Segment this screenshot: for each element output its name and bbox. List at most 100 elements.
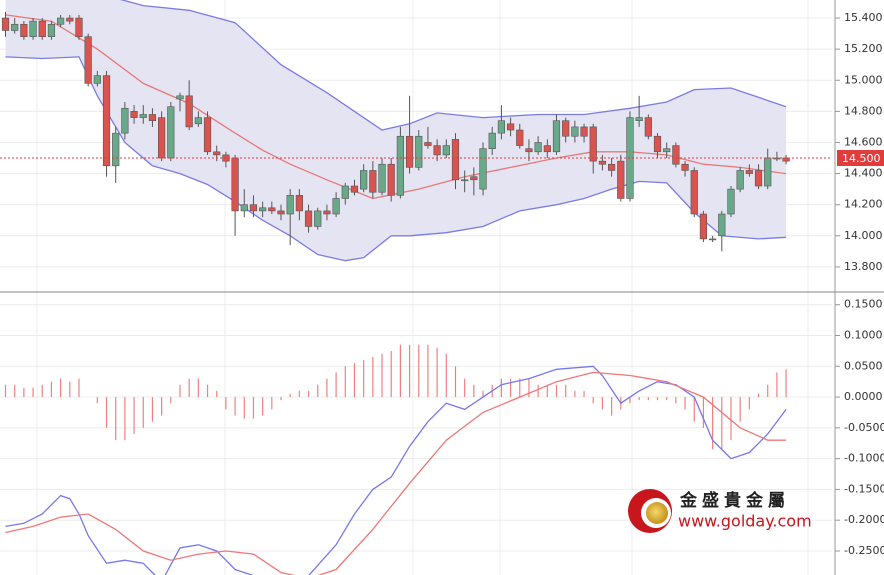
- y-tick-label: 15.000: [844, 73, 883, 86]
- candle-body: [644, 117, 652, 137]
- candle-body: [268, 207, 276, 212]
- price-panel: [0, 0, 832, 268]
- candle-body: [314, 210, 322, 227]
- candle-body: [167, 106, 175, 159]
- logo-url: www.golday.com: [678, 512, 812, 531]
- candle-body: [433, 145, 441, 156]
- candle-body: [672, 145, 680, 165]
- candle-body: [451, 139, 460, 181]
- candle-body: [405, 135, 414, 168]
- candle-body: [47, 23, 56, 38]
- y-tick-label: 0.1000: [844, 328, 883, 341]
- candle-body: [607, 163, 616, 171]
- candle-body: [635, 117, 643, 121]
- candle-body: [525, 148, 533, 153]
- candle-body: [497, 120, 506, 134]
- candle-body: [543, 145, 551, 153]
- candle-body: [580, 126, 588, 137]
- y-tick-label: 14.600: [844, 135, 883, 148]
- candle-body: [736, 170, 744, 190]
- indicator-line: [5, 14, 787, 200]
- candle-body: [93, 75, 101, 84]
- candle-body: [516, 129, 524, 146]
- y-tick-label: -0.1500: [844, 482, 884, 495]
- indicator-line: [5, 56, 787, 262]
- indicator-line: [5, 365, 787, 575]
- candle-body: [277, 210, 285, 215]
- candle-body: [57, 17, 65, 25]
- candle-body: [286, 195, 294, 215]
- candle-body: [75, 17, 83, 38]
- candle-body: [396, 135, 404, 196]
- candle-body: [562, 120, 570, 137]
- candle-body: [653, 135, 662, 153]
- y-tick-label: 14.000: [844, 229, 883, 242]
- candle-body: [754, 170, 763, 187]
- candle-body: [718, 213, 726, 237]
- candle-body: [699, 213, 708, 240]
- candle-body: [249, 204, 258, 212]
- indicator-line: [120, 0, 787, 131]
- candle-body: [29, 20, 37, 38]
- candle-body: [341, 185, 349, 199]
- indicator-line: [5, 371, 787, 575]
- candle-body: [745, 170, 753, 174]
- candle-body: [1, 17, 10, 31]
- candle-body: [488, 132, 496, 149]
- candle-body: [709, 238, 717, 241]
- candle-body: [663, 148, 671, 153]
- candle-body: [727, 188, 735, 215]
- y-tick-label: -0.0500: [844, 421, 884, 434]
- y-tick-label: 14.200: [844, 198, 883, 211]
- candle-body: [369, 170, 377, 193]
- candle-body: [442, 145, 450, 156]
- candle-body: [552, 120, 561, 153]
- candle-body: [378, 163, 386, 193]
- candle-body: [360, 170, 368, 190]
- candle-body: [102, 75, 111, 167]
- y-tick-label: 14.400: [844, 167, 883, 180]
- candle-body: [424, 142, 432, 146]
- candle-body: [112, 132, 120, 167]
- candle-body: [130, 111, 138, 118]
- candle-body: [203, 117, 212, 153]
- candle-body: [11, 23, 19, 31]
- logo-name: 金盛貴金屬: [679, 490, 790, 511]
- candle-body: [350, 185, 359, 193]
- y-tick-label: 13.800: [844, 260, 883, 273]
- y-tick-label: 0.0000: [844, 390, 883, 403]
- candle-body: [506, 123, 515, 131]
- y-tick-label: 15.200: [844, 42, 883, 55]
- candle-body: [148, 114, 157, 121]
- candle-body: [139, 114, 147, 118]
- candle-body: [782, 157, 790, 162]
- candle-body: [332, 198, 340, 215]
- last-price-label: 14.500: [842, 152, 881, 165]
- candle-body: [690, 170, 698, 215]
- macd-panel: [0, 304, 832, 575]
- candle-body: [213, 151, 221, 156]
- candle-body: [387, 163, 395, 196]
- candle-body: [617, 160, 625, 199]
- y-tick-label: 0.0500: [844, 359, 883, 372]
- candle-body: [764, 157, 772, 187]
- candle-body: [20, 23, 28, 38]
- candle-body: [240, 204, 248, 212]
- candle-body: [38, 20, 46, 38]
- y-tick-label: 15.400: [844, 11, 883, 24]
- candle-body: [534, 142, 542, 153]
- candle-body: [295, 195, 303, 212]
- candle-body: [121, 107, 129, 134]
- candle-body: [304, 210, 313, 227]
- candle-body: [194, 117, 202, 125]
- candle-body: [231, 157, 239, 212]
- candle-body: [176, 95, 184, 100]
- candle-body: [66, 17, 74, 22]
- y-tick-label: -0.2500: [844, 544, 884, 557]
- candle-body: [470, 176, 478, 181]
- y-tick-label: -0.2000: [844, 513, 884, 526]
- candle-body: [681, 163, 689, 171]
- y-tick-label: 0.1500: [844, 298, 883, 311]
